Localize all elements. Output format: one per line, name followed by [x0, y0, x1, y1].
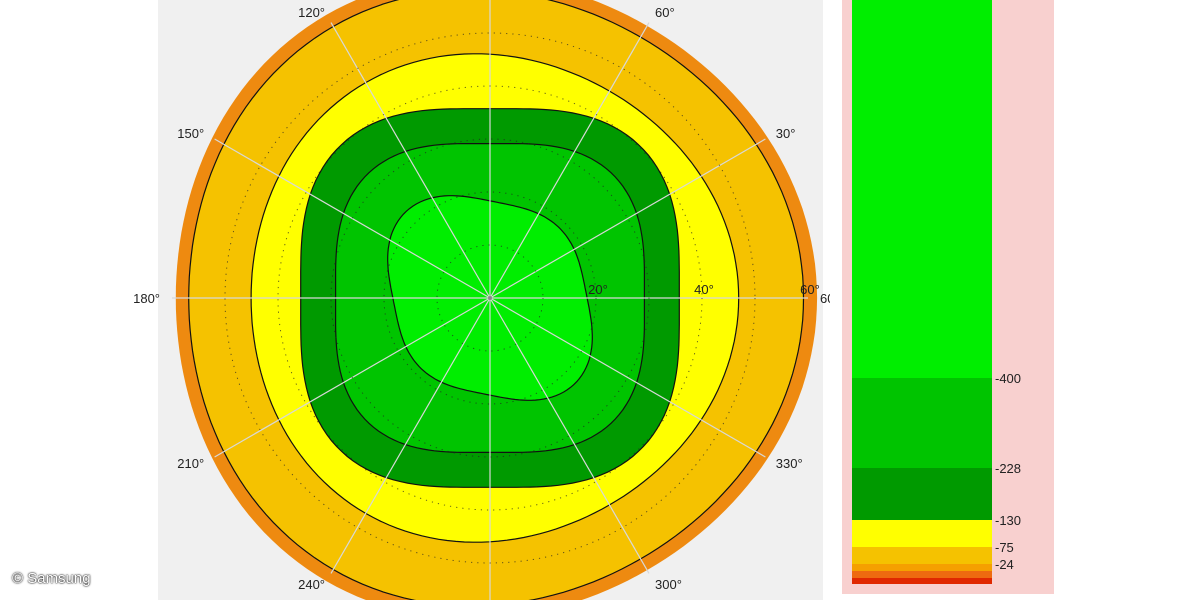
angle-tick-label: 210°	[177, 456, 204, 471]
angle-tick-label: 60°	[820, 291, 830, 306]
legend-swatch	[852, 0, 992, 378]
polar-spoke-line	[214, 138, 491, 299]
polar-grid-circle	[383, 191, 597, 405]
legend-level-label: -228	[995, 461, 1021, 476]
polar-spoke-line	[330, 297, 491, 574]
angle-tick-label: 150°	[177, 126, 204, 141]
legend-swatch	[852, 564, 992, 571]
polar-spoke-line	[489, 297, 766, 458]
angle-tick-label: 180°	[133, 291, 160, 306]
polar-center-point	[488, 296, 492, 300]
color-scale-legend: -400 -228 -130 -75 -24	[852, 0, 1021, 584]
angle-tick-label: 30°	[776, 126, 796, 141]
polar-contour-plot: 60° 30° 60° 330° 300° 240° 210° 180° 150° 120° 20°…	[133, 0, 830, 600]
polar-spoke-line	[489, 22, 650, 299]
polar-spoke-line	[489, 297, 650, 574]
polar-grid-circle	[224, 32, 756, 564]
legend-swatch	[852, 468, 992, 520]
legend-swatch	[852, 378, 992, 468]
legend-level-label: -24	[995, 557, 1014, 572]
legend-level-label: -130	[995, 513, 1021, 528]
polar-spoke-line	[330, 22, 491, 299]
image-credit: © Samsung	[12, 570, 91, 587]
polar-grid-circle	[277, 85, 703, 511]
radius-tick-label: 40°	[694, 282, 714, 297]
legend-swatch	[852, 547, 992, 564]
polar-grid-circle	[436, 244, 544, 352]
legend-swatch	[852, 571, 992, 578]
angle-tick-label: 60°	[655, 5, 675, 20]
angle-tick-label: 120°	[298, 5, 325, 20]
angle-tick-label: 300°	[655, 577, 682, 592]
angle-tick-label: 240°	[298, 577, 325, 592]
legend-level-label: -400	[995, 371, 1021, 386]
angle-tick-label: 330°	[776, 456, 803, 471]
polar-grid-circle	[330, 138, 650, 458]
radius-tick-label: 60°	[800, 282, 820, 297]
legend-swatch	[852, 520, 992, 547]
radius-tick-label: 20°	[588, 282, 608, 297]
legend-swatch	[852, 578, 992, 584]
legend-level-label: -75	[995, 540, 1014, 555]
